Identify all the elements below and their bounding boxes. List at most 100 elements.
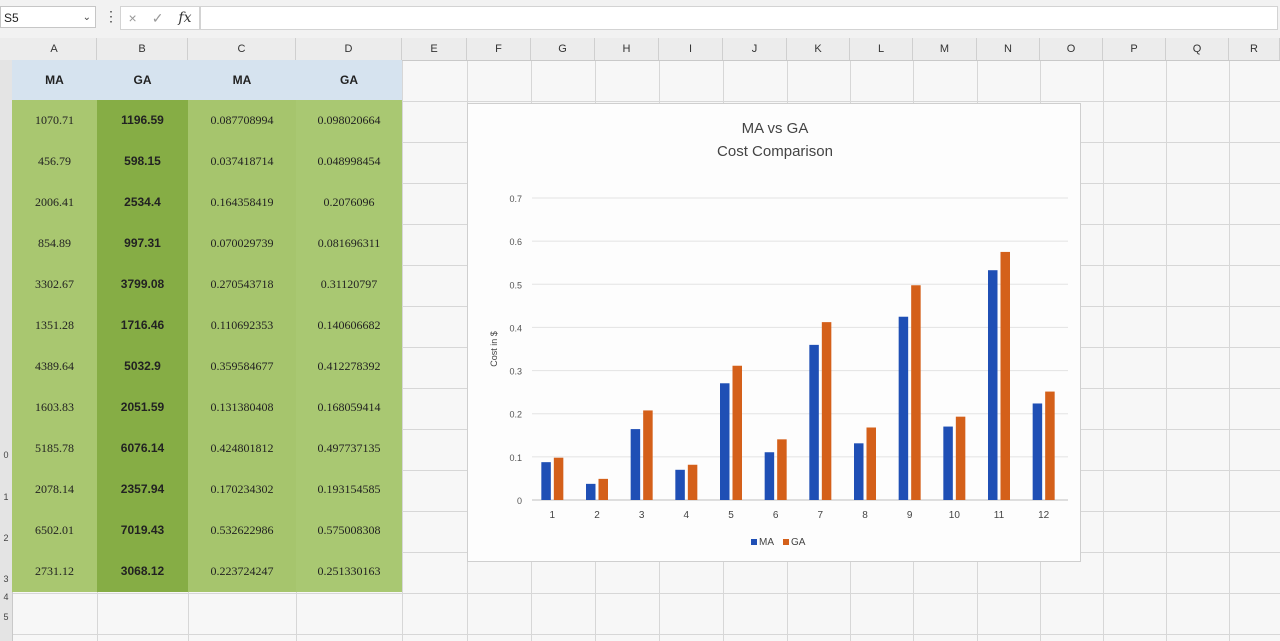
table-cell[interactable]: 2357.94 xyxy=(97,469,188,510)
table-cell[interactable]: 0.412278392 xyxy=(296,346,402,387)
table-cell[interactable]: 0.2076096 xyxy=(296,182,402,223)
table-cell[interactable]: 5032.9 xyxy=(97,346,188,387)
table-cell[interactable]: 1196.59 xyxy=(97,100,188,141)
column-header-p[interactable]: P xyxy=(1103,38,1166,60)
table-cell[interactable]: 598.15 xyxy=(97,141,188,182)
y-tick-label: 0.4 xyxy=(509,323,522,333)
table-cell[interactable]: 0.164358419 xyxy=(188,182,296,223)
table-cell[interactable]: 0.270543718 xyxy=(188,264,296,305)
table-cell[interactable]: 0.168059414 xyxy=(296,387,402,428)
table-cell[interactable]: 5185.78 xyxy=(12,428,97,469)
x-tick-label: 4 xyxy=(684,510,690,521)
column-header-l[interactable]: L xyxy=(850,38,913,60)
table-cell[interactable]: 2078.14 xyxy=(12,469,97,510)
table-cell[interactable]: 854.89 xyxy=(12,223,97,264)
table-cell[interactable]: 0.31120797 xyxy=(296,264,402,305)
column-header-b[interactable]: B xyxy=(97,38,188,60)
table-cell[interactable]: 2534.4 xyxy=(97,182,188,223)
table-cell[interactable]: 0.424801812 xyxy=(188,428,296,469)
table-cell[interactable]: 997.31 xyxy=(97,223,188,264)
row-header-5[interactable]: 5 xyxy=(3,612,9,622)
row-header-1[interactable]: 1 xyxy=(3,492,9,502)
column-header-a[interactable]: A xyxy=(12,38,97,60)
y-tick-label: 0.5 xyxy=(509,280,522,290)
table-cell[interactable]: 0.193154585 xyxy=(296,469,402,510)
legend-label-ma: MA xyxy=(759,537,774,548)
header-cell[interactable]: MA xyxy=(188,60,296,100)
column-header-j[interactable]: J xyxy=(723,38,787,60)
name-box[interactable]: S5 ⌄ xyxy=(0,6,96,28)
grid-line xyxy=(1229,60,1230,641)
table-cell[interactable]: 0.070029739 xyxy=(188,223,296,264)
table-cell[interactable]: 1070.71 xyxy=(12,100,97,141)
table-cell[interactable]: 0.098020664 xyxy=(296,100,402,141)
bar-ga xyxy=(643,410,653,500)
row-header-3[interactable]: 3 xyxy=(3,574,9,584)
table-cell[interactable]: 2051.59 xyxy=(97,387,188,428)
chart[interactable]: MA vs GA Cost Comparison 0 0.1 0.2 0.3 0.4 0.5 0… xyxy=(467,103,1081,562)
row-header-2[interactable]: 2 xyxy=(3,533,9,543)
header-cell[interactable]: GA xyxy=(296,60,402,100)
grid-line xyxy=(1103,60,1104,641)
column-header-r[interactable]: R xyxy=(1229,38,1280,60)
row-header-0[interactable]: 0 xyxy=(3,450,9,460)
table-cell[interactable]: 3302.67 xyxy=(12,264,97,305)
table-cell[interactable]: 0.532622986 xyxy=(188,510,296,551)
table-cell[interactable]: 1351.28 xyxy=(12,305,97,346)
table-cell[interactable]: 0.087708994 xyxy=(188,100,296,141)
table-cell[interactable]: 4389.64 xyxy=(12,346,97,387)
row-header-4[interactable]: 4 xyxy=(3,592,9,602)
more-options-icon[interactable]: ⋮ xyxy=(104,8,118,24)
table-cell[interactable]: 0.359584677 xyxy=(188,346,296,387)
table-cell[interactable]: 0.048998454 xyxy=(296,141,402,182)
table-cell[interactable]: 0.131380408 xyxy=(188,387,296,428)
header-cell[interactable]: MA xyxy=(12,60,97,100)
table-cell[interactable]: 0.575008308 xyxy=(296,510,402,551)
table-cell[interactable]: 2731.12 xyxy=(12,551,97,592)
table-cell[interactable]: 1603.83 xyxy=(12,387,97,428)
table-cell[interactable]: 6502.01 xyxy=(12,510,97,551)
table-cell[interactable]: 2006.41 xyxy=(12,182,97,223)
formula-input[interactable] xyxy=(200,6,1278,30)
column-header-g[interactable]: G xyxy=(531,38,595,60)
table-cell[interactable]: 0.170234302 xyxy=(188,469,296,510)
y-tick-label: 0 xyxy=(517,496,522,506)
table-cell[interactable]: 0.223724247 xyxy=(188,551,296,592)
column-header-d[interactable]: D xyxy=(296,38,402,60)
table-cell[interactable]: 0.140606682 xyxy=(296,305,402,346)
table-cell[interactable]: 0.251330163 xyxy=(296,551,402,592)
table-cell[interactable]: 0.037418714 xyxy=(188,141,296,182)
bar-ma xyxy=(720,383,730,500)
column-header-c[interactable]: C xyxy=(188,38,296,60)
column-header-f[interactable]: F xyxy=(467,38,531,60)
bar-ma xyxy=(1032,403,1043,500)
table-cell[interactable]: 3068.12 xyxy=(97,551,188,592)
column-header-q[interactable]: Q xyxy=(1166,38,1229,60)
bar-ma xyxy=(898,316,909,500)
insert-function-icon[interactable]: fx xyxy=(178,10,192,26)
cancel-icon[interactable]: × xyxy=(128,10,137,26)
enter-icon[interactable]: ✓ xyxy=(151,9,164,26)
column-header-m[interactable]: M xyxy=(913,38,977,60)
bar-ma xyxy=(541,462,551,500)
chevron-down-icon[interactable]: ⌄ xyxy=(82,12,91,23)
table-cell[interactable]: 6076.14 xyxy=(97,428,188,469)
x-tick-label: 10 xyxy=(949,510,961,521)
bar-ga xyxy=(1045,391,1055,500)
column-header-h[interactable]: H xyxy=(595,38,659,60)
bar-ma xyxy=(675,469,685,500)
table-cell[interactable]: 0.110692353 xyxy=(188,305,296,346)
column-header-n[interactable]: N xyxy=(977,38,1040,60)
column-header-i[interactable]: I xyxy=(659,38,723,60)
header-cell[interactable]: GA xyxy=(97,60,188,100)
table-cell[interactable]: 0.497737135 xyxy=(296,428,402,469)
column-header-o[interactable]: O xyxy=(1040,38,1103,60)
table-cell[interactable]: 456.79 xyxy=(12,141,97,182)
column-header-e[interactable]: E xyxy=(402,38,467,60)
bar-ga xyxy=(687,464,698,500)
table-cell[interactable]: 3799.08 xyxy=(97,264,188,305)
column-header-k[interactable]: K xyxy=(787,38,850,60)
table-cell[interactable]: 1716.46 xyxy=(97,305,188,346)
table-cell[interactable]: 7019.43 xyxy=(97,510,188,551)
table-cell[interactable]: 0.081696311 xyxy=(296,223,402,264)
